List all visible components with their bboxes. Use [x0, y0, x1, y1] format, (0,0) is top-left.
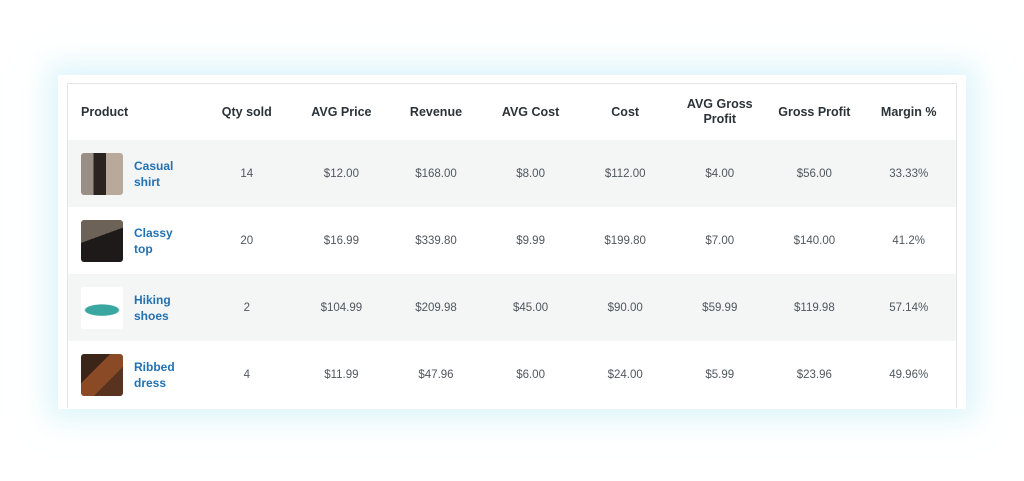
table-cell: $4.00	[672, 140, 768, 207]
column-header[interactable]: Revenue	[409, 104, 463, 119]
product-link[interactable]: Casual shirt	[134, 158, 174, 189]
table-cell: $45.00	[483, 274, 578, 341]
product-wrap: Classy top	[81, 219, 200, 262]
table-cell: $11.99	[324, 368, 359, 381]
table-cell: $59.99	[672, 274, 768, 341]
table-cell: $47.96	[418, 368, 454, 381]
table-row: Hiking shoes 2 $104.99 $209.98 $45.00 $90.00 $…	[67, 274, 957, 341]
product-link[interactable]: Hiking shoes	[134, 292, 171, 323]
table-cell: 2	[199, 274, 295, 341]
table-cell: $23.96	[796, 368, 832, 381]
table-cell: $24.00	[607, 368, 643, 381]
product-cell: Hiking shoes	[67, 274, 200, 341]
table-cell: 49.96%	[889, 368, 929, 381]
table-cell: $8.00	[483, 140, 578, 207]
table-cell: $140.00	[793, 234, 836, 247]
table-cell: $168.00	[388, 140, 484, 207]
table-cell: $90.00	[577, 274, 673, 341]
table-cell: $56.00	[767, 140, 862, 207]
table-cell: 14	[199, 140, 295, 207]
table-cell: 41.2%	[892, 234, 925, 247]
column-header[interactable]: Margin %	[880, 104, 937, 119]
product-thumbnail[interactable]	[81, 353, 123, 396]
product-wrap: Hiking shoes	[81, 286, 200, 329]
product-cell: Classy top	[68, 207, 200, 274]
table-cell: $209.98	[388, 274, 484, 341]
table-row: Casual shirt 14 $12.00 $168.00 $8.00 $112.00 $…	[67, 140, 957, 207]
table-row: Ribbed dress 4 $11.99 $47.96 $6.00 $24.00 $5.9…	[68, 341, 957, 408]
table-cell: 20	[240, 234, 254, 247]
table-cell: $112.00	[577, 140, 673, 207]
table-cell: $119.98	[767, 274, 862, 341]
column-header[interactable]: AVG Price	[311, 104, 372, 119]
table-cell: $7.00	[705, 234, 735, 247]
table-cell: $12.00	[294, 140, 389, 207]
table-cell: $9.99	[516, 234, 545, 247]
product-wrap: Ribbed dress	[81, 353, 200, 396]
table-cell: $6.00	[516, 368, 545, 381]
product-link[interactable]: Ribbed dress	[134, 359, 175, 390]
table-cell: 4	[243, 368, 250, 381]
column-header[interactable]: AVG Cost	[501, 104, 560, 119]
table-cell: $199.80	[604, 234, 646, 247]
product-thumbnail[interactable]	[81, 286, 123, 329]
header-row: Product Qty sold AVG Price Revenue AVG C…	[68, 84, 957, 141]
product-thumbnail[interactable]	[81, 219, 123, 262]
product-link[interactable]: Classy top	[134, 225, 173, 256]
product-wrap: Casual shirt	[81, 152, 200, 195]
column-header[interactable]: Product	[81, 104, 129, 119]
table-cell: $339.80	[415, 234, 457, 247]
product-table: Product Qty sold AVG Price Revenue AVG C…	[67, 83, 957, 408]
table-cell: $5.99	[705, 368, 735, 381]
table-cell: 57.14%	[861, 274, 957, 341]
column-header[interactable]: Gross Profit	[778, 104, 851, 119]
column-header[interactable]: Cost	[611, 104, 640, 119]
product-cell: Ribbed dress	[68, 341, 200, 408]
product-thumbnail[interactable]	[81, 152, 123, 195]
table-cell: $16.99	[323, 234, 359, 247]
report-card	[58, 75, 966, 409]
table-cell: 33.33%	[861, 140, 957, 207]
table-row: Classy top 20 $16.99 $339.80 $9.99 $199.80 $7.…	[68, 207, 957, 274]
product-cell: Casual shirt	[67, 140, 200, 207]
table-cell: $104.99	[294, 274, 389, 341]
column-header[interactable]: AVG Gross Profit	[686, 97, 753, 126]
column-header[interactable]: Qty sold	[221, 104, 272, 119]
